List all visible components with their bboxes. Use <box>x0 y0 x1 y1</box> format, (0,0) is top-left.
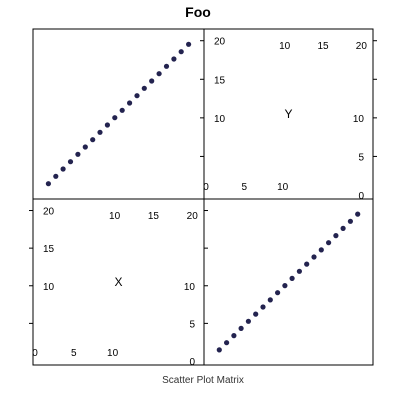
scatter-tl-point <box>90 137 96 143</box>
diag-x-tick-top: 10 <box>109 211 121 222</box>
diag-x-tick-left: 10 <box>43 282 55 293</box>
scatter-tl-point <box>149 78 155 84</box>
scatter-br-point <box>282 283 288 289</box>
scatter-tl-point <box>67 159 74 165</box>
chart-title: Foo <box>185 4 211 20</box>
diag-x-tick-bottom: 5 <box>71 348 77 359</box>
diag-y-tick-bottom: 5 <box>242 182 248 193</box>
diag-y-tick-right: 0 <box>358 191 364 202</box>
diag-x-tick-right: 5 <box>189 319 195 330</box>
diag-x-tick-left: 20 <box>43 207 55 218</box>
diag-y-tick-left: 20 <box>214 37 226 48</box>
scatter-br-point <box>231 333 237 339</box>
scatter-tl-point <box>178 49 184 55</box>
diag-y-tick-top: 10 <box>279 41 291 52</box>
scatter-br-point <box>340 225 346 231</box>
scatter-br-point <box>318 247 324 253</box>
scatter-br-point <box>296 268 302 274</box>
scatter-br-point <box>304 261 310 267</box>
scatter-br-point <box>275 290 281 296</box>
chart-subtitle: Scatter Plot Matrix <box>162 375 244 386</box>
scatter-br-point <box>267 297 273 303</box>
scatter-tl-point <box>75 151 81 157</box>
scatter-tl-point <box>45 181 52 187</box>
scatter-tl-point <box>112 115 118 121</box>
scatter-tl-point <box>97 129 103 135</box>
diag-x-tick-bottom: 10 <box>107 348 119 359</box>
diag-x-tick-right: 10 <box>184 282 196 293</box>
scatter-tl-point <box>134 93 140 99</box>
scatter-tl-point <box>156 71 162 77</box>
scatter-br-point <box>326 240 332 246</box>
scatter-br-point <box>333 233 339 239</box>
scatter-tl-point <box>141 85 147 91</box>
scatter-br-point <box>238 325 244 331</box>
diag-x-variable-label: X <box>114 275 122 289</box>
scatter-tl-point <box>104 122 110 128</box>
panel-top-left-frame <box>32 28 205 200</box>
scatter-tl-point <box>60 166 66 172</box>
diag-x-tick-bottom: 0 <box>32 348 38 359</box>
diag-y-tick-left: 10 <box>214 114 226 125</box>
scatter-tl-point <box>186 41 192 47</box>
scatter-br-point <box>355 211 361 217</box>
scatter-tl-point <box>171 56 177 62</box>
diag-y-tick-left: 15 <box>214 75 226 86</box>
diag-y-tick-right: 10 <box>353 114 365 125</box>
scatter-br-point <box>245 318 251 324</box>
scatter-br-point <box>224 340 230 346</box>
scatter-br-point <box>289 275 295 281</box>
scatter-br-point <box>216 347 222 353</box>
diag-y-tick-bottom: 0 <box>203 182 209 193</box>
scatter-br-point <box>253 311 259 317</box>
scatter-tl-point <box>82 144 88 150</box>
scatter-tl-point <box>53 173 59 179</box>
diag-y-tick-top: 15 <box>317 41 329 52</box>
scatter-tl-point <box>127 100 133 106</box>
diag-y-tick-right: 5 <box>358 152 364 163</box>
scatter-tl-point <box>119 107 125 113</box>
scatter-br-point <box>347 218 353 224</box>
scatter-br-point <box>311 254 317 260</box>
diag-y-tick-bottom: 10 <box>277 182 289 193</box>
diag-y-variable-label: Y <box>284 107 292 121</box>
diag-x-tick-top: 15 <box>148 211 160 222</box>
diag-x-tick-top: 20 <box>187 211 199 222</box>
diag-x-tick-left: 15 <box>43 244 55 255</box>
diag-x-tick-right: 0 <box>189 357 195 368</box>
scatter-br-point <box>260 304 266 310</box>
panel-bottom-right-frame <box>203 198 374 366</box>
diag-y-tick-top: 20 <box>356 41 368 52</box>
scatter-tl-point <box>163 63 170 69</box>
